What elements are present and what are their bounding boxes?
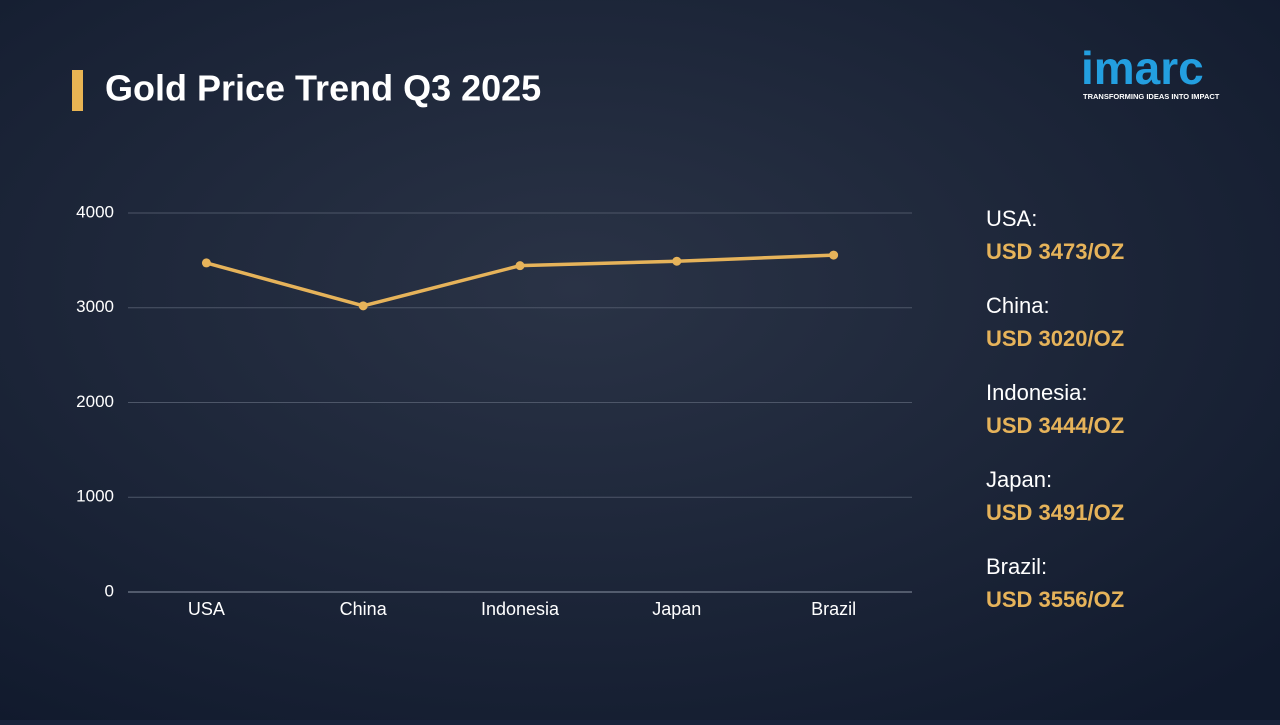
x-tick-label: Brazil xyxy=(811,599,856,619)
x-tick-label: Japan xyxy=(652,599,701,619)
point xyxy=(672,256,682,266)
y-tick-label: 3000 xyxy=(76,297,114,316)
y-tick-label: 0 xyxy=(105,581,114,600)
x-tick-label: USA xyxy=(188,599,225,619)
logo-name: imarc xyxy=(1081,42,1204,94)
value-label: USD 3473/OZ xyxy=(986,239,1124,264)
summary-label: USA: xyxy=(986,206,1037,231)
point xyxy=(829,250,839,260)
x-tick-label: China xyxy=(340,599,388,619)
logo-tagline: TRANSFORMING IDEAS INTO IMPACT xyxy=(1083,92,1220,101)
y-tick-label: 4000 xyxy=(76,202,114,221)
point xyxy=(515,261,525,271)
summary-label: China: xyxy=(986,293,1050,318)
summary-label: Indonesia: xyxy=(986,380,1088,405)
title-accent xyxy=(72,70,83,111)
summary-label: Brazil: xyxy=(986,554,1047,579)
value-label: USD 3491/OZ xyxy=(986,500,1124,525)
value-label: USD 3556/OZ xyxy=(986,587,1124,612)
summary-label: Japan: xyxy=(986,467,1052,492)
x-tick-label: Indonesia xyxy=(481,599,560,619)
value-label: USD 3020/OZ xyxy=(986,326,1124,351)
point xyxy=(358,301,368,311)
value-label: USD 3444/OZ xyxy=(986,413,1124,438)
y-tick-label: 2000 xyxy=(76,392,114,411)
chart-title: Gold Price Trend Q3 2025 xyxy=(105,68,541,109)
point xyxy=(201,258,211,268)
y-tick-label: 1000 xyxy=(76,487,114,506)
